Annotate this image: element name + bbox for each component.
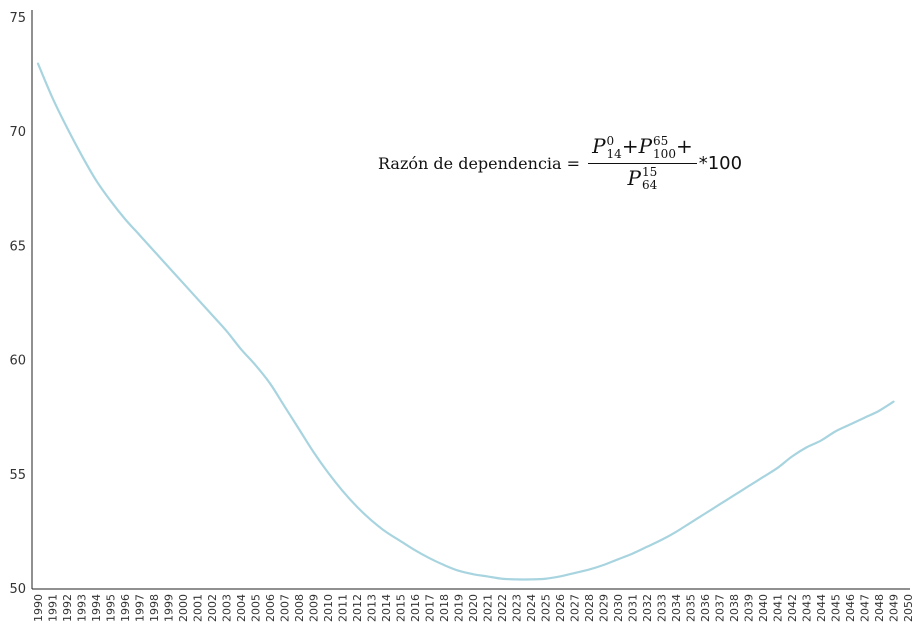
y-tick-label: 75 — [9, 11, 26, 26]
num-sub-2: 100 — [653, 148, 676, 161]
y-tick-label: 70 — [9, 125, 26, 140]
x-tick-label: 2018 — [438, 594, 451, 622]
x-tick-label: 2021 — [482, 594, 495, 622]
x-tick-label: 2037 — [714, 594, 727, 622]
x-tick-label: 2012 — [351, 594, 364, 622]
formula-label: Razón de dependencia = — [378, 154, 580, 173]
y-tick-label: 65 — [9, 239, 26, 254]
num-plus-1: + — [622, 134, 639, 158]
x-tick-label: 2031 — [627, 594, 640, 622]
x-tick-label: 2014 — [380, 594, 393, 622]
x-axis-ticks: 1990 1991 1992 1993 1994 1995 1996 1997 1998 1999… — [32, 594, 914, 622]
num-base-2: P — [639, 134, 652, 158]
x-tick-label: 2009 — [308, 594, 321, 622]
x-tick-label: 2011 — [337, 594, 350, 622]
x-tick-label: 2019 — [453, 594, 466, 622]
x-tick-label: 2041 — [772, 594, 785, 622]
x-tick-label: 2017 — [424, 594, 437, 622]
x-tick-label: 2038 — [728, 594, 741, 622]
x-tick-label: 2004 — [235, 594, 248, 622]
x-tick-label: 1999 — [163, 594, 176, 622]
x-tick-label: 2046 — [844, 594, 857, 622]
x-tick-label: 2047 — [859, 594, 872, 622]
x-tick-label: 2025 — [540, 594, 553, 622]
x-tick-label: 2035 — [685, 594, 698, 622]
x-tick-label: 1994 — [90, 594, 103, 622]
x-tick-label: 1998 — [148, 594, 161, 622]
x-tick-label: 2039 — [743, 594, 756, 622]
formula-fraction: P 0 14 +P 65 100 + P 15 64 — [588, 134, 697, 192]
x-tick-label: 2020 — [467, 594, 480, 622]
den-base: P — [628, 166, 641, 190]
x-tick-label: 2048 — [873, 594, 886, 622]
x-tick-label: 2022 — [496, 594, 509, 622]
x-tick-label: 2023 — [511, 594, 524, 622]
x-tick-label: 2027 — [569, 594, 582, 622]
x-tick-label: 2032 — [641, 594, 654, 622]
x-tick-label: 1993 — [76, 594, 89, 622]
den-sub: 64 — [642, 179, 657, 192]
x-tick-label: 2008 — [293, 594, 306, 622]
formula-denominator: P 15 64 — [628, 164, 658, 193]
y-axis-ticks: 50 55 60 65 70 75 — [9, 11, 26, 597]
y-tick-label: 55 — [9, 468, 26, 483]
y-tick-label: 50 — [9, 582, 26, 597]
x-tick-label: 2001 — [192, 594, 205, 622]
x-tick-label: 1991 — [47, 594, 60, 622]
x-tick-label: 2045 — [830, 594, 843, 622]
x-tick-label: 2030 — [612, 594, 625, 622]
x-tick-label: 1997 — [134, 594, 147, 622]
x-tick-label: 2015 — [395, 594, 408, 622]
x-tick-label: 2036 — [699, 594, 712, 622]
x-tick-label: 2050 — [902, 594, 914, 622]
num-sup-2: 65 — [653, 135, 676, 148]
num-base-1: P — [592, 134, 605, 158]
formula-annotation: Razón de dependencia = P 0 14 +P 65 100 + P 15 6… — [378, 128, 742, 198]
num-sub-1: 14 — [607, 148, 622, 161]
formula-multiplier: *100 — [699, 153, 742, 174]
x-tick-label: 2044 — [815, 594, 828, 622]
x-tick-label: 1996 — [119, 594, 132, 622]
x-tick-label: 2028 — [583, 594, 596, 622]
x-tick-label: 2026 — [554, 594, 567, 622]
x-tick-label: 2024 — [525, 594, 538, 622]
x-tick-label: 2040 — [757, 594, 770, 622]
num-plus-2: + — [676, 134, 693, 158]
x-tick-label: 1992 — [61, 594, 74, 622]
x-tick-label: 1995 — [105, 594, 118, 622]
x-tick-label: 2010 — [322, 594, 335, 622]
x-tick-label: 2000 — [177, 594, 190, 622]
x-tick-label: 2013 — [366, 594, 379, 622]
formula-numerator: P 0 14 +P 65 100 + — [588, 134, 697, 164]
y-tick-label: 60 — [9, 354, 26, 369]
x-tick-label: 2034 — [670, 594, 683, 622]
x-tick-label: 2006 — [264, 594, 277, 622]
x-tick-label: 1990 — [32, 594, 45, 622]
x-tick-label: 2043 — [801, 594, 814, 622]
x-tick-label: 2016 — [409, 594, 422, 622]
x-tick-label: 2003 — [221, 594, 234, 622]
x-tick-label: 2007 — [279, 594, 292, 622]
x-tick-label: 2033 — [656, 594, 669, 622]
num-sup-1: 0 — [607, 135, 622, 148]
x-tick-label: 2002 — [206, 594, 219, 622]
x-tick-label: 2049 — [888, 594, 901, 622]
x-tick-label: 2042 — [786, 594, 799, 622]
x-tick-label: 2005 — [250, 594, 263, 622]
x-tick-label: 2029 — [598, 594, 611, 622]
